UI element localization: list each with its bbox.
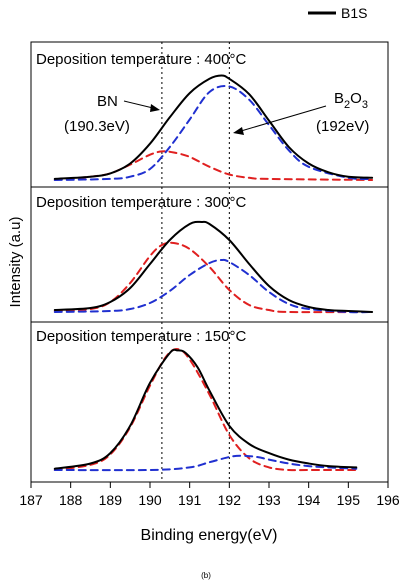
series-b2o3-300c <box>53 258 374 314</box>
series-b2o3-150c <box>53 454 358 472</box>
b2o3-arrow <box>240 105 327 132</box>
bn-energy-label: (190.3eV) <box>64 118 130 135</box>
b2o3-arrow-head <box>233 127 244 135</box>
series-total-400c <box>53 74 374 180</box>
series-bn-150c <box>53 348 358 472</box>
bn-annotation: BN (190.3eV) <box>64 93 160 135</box>
x-tick-label-192: 192 <box>218 492 242 508</box>
x-tick-label-195: 195 <box>337 492 361 508</box>
bn-label: BN <box>97 93 118 110</box>
x-tick-label-189: 189 <box>99 492 123 508</box>
x-axis-title: Binding energy(eV) <box>141 527 278 544</box>
x-tick-label-193: 193 <box>257 492 281 508</box>
x-tick-label-196: 196 <box>376 492 400 508</box>
series-bn-300c <box>53 241 374 314</box>
x-tick-label-194: 194 <box>297 492 321 508</box>
series-b2o3-400c <box>53 85 374 181</box>
series-bn-400c <box>53 150 374 181</box>
panel-title-400: Deposition temperature : 400°C <box>36 51 246 68</box>
figure-caption: (b) <box>201 571 211 580</box>
legend-label: B1S <box>341 5 367 21</box>
panel-title-150: Deposition temperature : 150°C <box>36 328 246 345</box>
legend: B1S <box>308 5 367 21</box>
x-tick-label-190: 190 <box>138 492 162 508</box>
plot-frame <box>30 41 389 483</box>
x-tick-label-188: 188 <box>59 492 83 508</box>
panel-title-300: Deposition temperature : 300°C <box>36 194 246 211</box>
reference-lines <box>161 42 230 482</box>
y-axis-title: Intensity (a.u) <box>7 217 24 308</box>
x-axis: 187 188 189 190 191 192 193 194 195 196 <box>19 482 400 508</box>
data-curves <box>53 74 374 472</box>
x-tick-label-187: 187 <box>19 492 43 508</box>
b2o3-label: B2O3 <box>334 90 368 111</box>
b2o3-energy-label: (192eV) <box>316 118 369 135</box>
x-tick-label-191: 191 <box>178 492 202 508</box>
b2o3-annotation: B2O3 (192eV) <box>233 90 369 135</box>
series-total-150c <box>53 348 358 470</box>
series-total-300c <box>53 220 374 313</box>
bn-arrow <box>123 100 154 109</box>
bn-arrow-head <box>150 104 160 112</box>
